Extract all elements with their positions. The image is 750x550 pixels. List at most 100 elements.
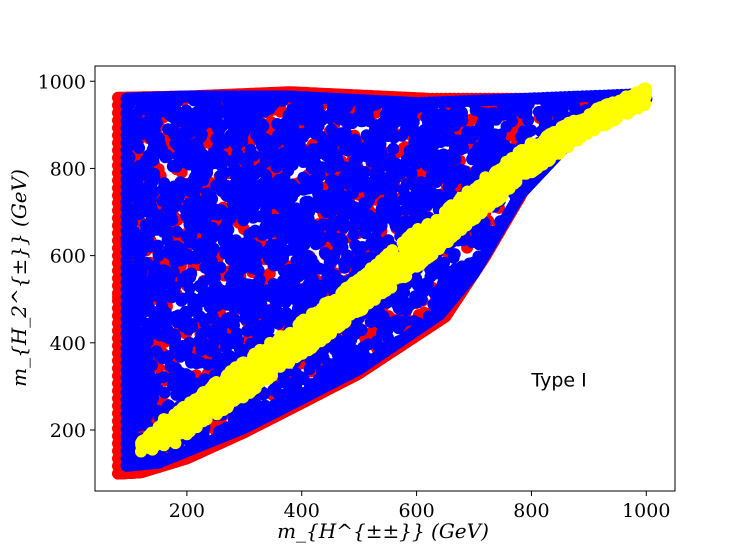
blue-point [231, 147, 244, 160]
blue-point [190, 137, 202, 150]
blue-point [305, 223, 318, 235]
blue-point [168, 311, 181, 323]
blue-point [177, 275, 190, 288]
blue-point [344, 180, 357, 193]
blue-point [309, 238, 322, 251]
blue-point [184, 252, 196, 265]
blue-point [484, 137, 496, 150]
blue-point [320, 206, 333, 219]
blue-point [176, 378, 189, 391]
blue-point [332, 159, 345, 172]
blue-point [255, 139, 268, 152]
blue-point [279, 296, 292, 309]
blue-point [380, 178, 393, 191]
blue-point [327, 231, 340, 244]
blue-point [337, 256, 350, 269]
blue-point [415, 294, 428, 306]
blue-point [433, 169, 445, 182]
blue-point [421, 112, 434, 125]
blue-point [367, 139, 380, 152]
blue-point [309, 102, 322, 115]
blue-point [398, 163, 410, 176]
blue-point [259, 155, 272, 168]
blue-point [287, 263, 299, 276]
blue-point [532, 105, 545, 118]
blue-point [272, 285, 285, 298]
blue-point [303, 363, 316, 376]
blue-point [429, 123, 442, 136]
blue-point [333, 214, 346, 227]
blue-point [370, 335, 383, 348]
blue-point [302, 114, 315, 127]
blue-point [351, 149, 364, 162]
blue-point [291, 289, 304, 302]
blue-point [147, 186, 159, 199]
blue-point [131, 138, 144, 150]
blue-point [162, 350, 175, 363]
blue-point [200, 231, 213, 244]
blue-point [260, 216, 273, 229]
blue-point [417, 280, 430, 293]
blue-point [387, 142, 400, 155]
blue-point [506, 115, 518, 128]
blue-point [254, 330, 267, 343]
blue-point [314, 147, 326, 159]
blue-point [448, 248, 461, 261]
blue-point [453, 105, 466, 118]
blue-point [345, 135, 358, 148]
blue-point [324, 112, 336, 125]
blue-point [371, 154, 384, 167]
blue-point [360, 129, 373, 142]
blue-point [455, 166, 468, 179]
blue-point [135, 367, 148, 380]
blue-point [161, 149, 173, 162]
blue-point [319, 281, 332, 293]
blue-point [434, 136, 447, 148]
blue-point [169, 331, 182, 344]
blue-point [253, 274, 266, 286]
blue-point [150, 345, 163, 358]
blue-point [151, 281, 164, 294]
blue-point [318, 189, 331, 202]
blue-point [212, 103, 225, 116]
blue-point [345, 347, 358, 360]
blue-point [179, 368, 192, 381]
blue-point [410, 200, 423, 213]
blue-point [490, 113, 503, 126]
blue-point [206, 340, 219, 353]
blue-point [276, 275, 289, 287]
blue-point [272, 317, 285, 330]
blue-point [130, 259, 143, 272]
blue-point [347, 228, 360, 241]
blue-point [280, 155, 293, 168]
blue-point [494, 135, 507, 148]
blue-point [359, 227, 372, 240]
blue-point [441, 109, 454, 122]
blue-point [142, 233, 154, 246]
blue-point [297, 156, 310, 168]
blue-point [262, 243, 275, 256]
blue-point [273, 178, 286, 190]
blue-point [306, 273, 319, 285]
blue-point [302, 295, 315, 308]
blue-point [407, 123, 420, 136]
blue-point [418, 144, 431, 157]
blue-point [313, 169, 326, 182]
blue-point [241, 174, 254, 187]
blue-point [378, 201, 391, 214]
blue-point [212, 132, 225, 145]
blue-point [302, 182, 315, 195]
blue-point [285, 242, 298, 255]
blue-point [251, 124, 264, 137]
blue-point [247, 246, 260, 259]
blue-point [277, 371, 290, 384]
blue-point [182, 127, 195, 140]
blue-point [410, 184, 423, 197]
blue-point [260, 173, 273, 186]
blue-point [152, 249, 165, 262]
blue-point [170, 388, 183, 401]
blue-point [287, 230, 300, 243]
blue-point [229, 170, 242, 183]
blue-point [297, 171, 310, 184]
